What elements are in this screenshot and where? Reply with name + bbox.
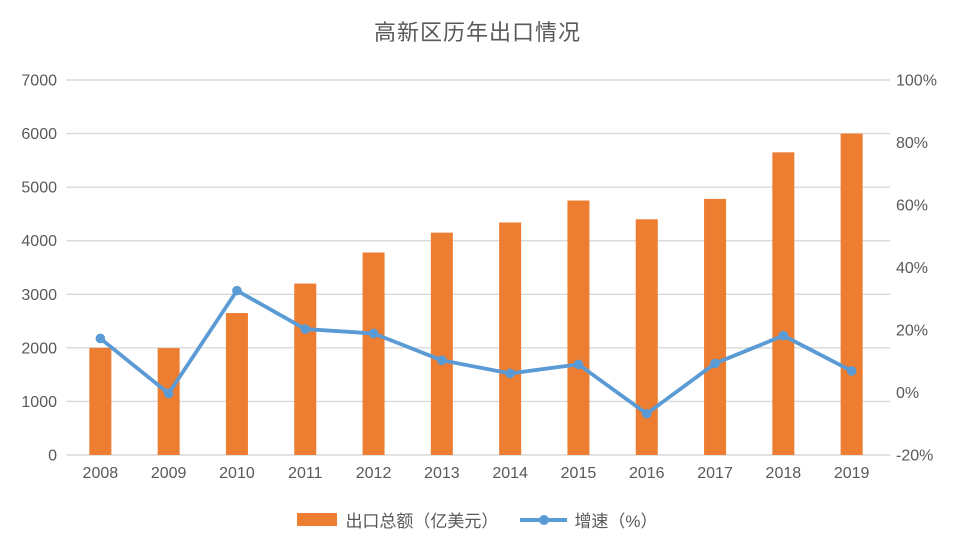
x-axis-tick-label: 2017 <box>697 465 733 482</box>
export-bar <box>635 219 658 455</box>
x-axis-tick-label: 2014 <box>492 465 528 482</box>
x-axis-tick-label: 2018 <box>766 465 802 482</box>
growth-line-marker <box>300 324 311 334</box>
x-axis-tick-label: 2009 <box>151 465 187 482</box>
y-axis-right-tick-label: 80% <box>896 135 928 152</box>
y-axis-right-tick-label: 60% <box>896 198 928 215</box>
y-axis-left-tick-label: 7000 <box>21 73 57 90</box>
x-axis-tick-label: 2010 <box>219 465 255 482</box>
y-axis-right-tick-label: -20% <box>896 448 933 465</box>
export-bar <box>840 133 863 456</box>
export-bar <box>772 152 795 456</box>
x-axis-tick-label: 2015 <box>561 465 597 482</box>
y-axis-right-tick-label: 40% <box>896 260 928 277</box>
legend-label-exports: 出口总额（亿美元） <box>345 512 499 531</box>
growth-line <box>98 288 854 416</box>
growth-line-marker <box>95 333 106 344</box>
legend-swatch-exports <box>297 513 338 526</box>
growth-line-marker <box>778 330 789 341</box>
growth-line-marker <box>163 388 174 399</box>
legend-label-growth: 增速（%） <box>574 512 658 531</box>
y-axis-left-tick-label: 3000 <box>21 287 57 304</box>
growth-line-marker <box>437 355 447 366</box>
growth-line-marker <box>573 359 584 370</box>
x-axis-tick-label: 2011 <box>288 465 323 482</box>
export-bar <box>294 283 317 455</box>
export-bar <box>567 200 590 455</box>
y-axis-right-tick-label: 0% <box>896 385 919 402</box>
y-axis-left-tick-label: 1000 <box>21 394 57 411</box>
export-bar <box>225 313 248 455</box>
export-bar <box>499 222 522 455</box>
y-axis-left-tick-label: 4000 <box>21 233 57 250</box>
export-bar <box>430 232 453 455</box>
x-axis-tick-label: 2013 <box>424 465 460 482</box>
x-axis-tick-label: 2019 <box>834 465 870 482</box>
legend: 出口总额（亿美元） 增速（%） <box>0 507 955 532</box>
y-axis-right-tick-label: 100% <box>896 73 937 90</box>
x-axis-tick-label: 2016 <box>629 465 665 482</box>
export-bar <box>89 347 112 455</box>
y-axis-left-tick-label: 6000 <box>21 126 57 143</box>
y-axis-left-tick-label: 5000 <box>21 180 57 197</box>
growth-line-marker <box>232 285 242 296</box>
export-bar <box>704 198 727 455</box>
legend-line-marker-icon <box>539 514 550 525</box>
growth-line-marker <box>368 328 379 339</box>
growth-line-marker <box>710 358 720 369</box>
export-bar <box>362 252 385 455</box>
growth-line-marker <box>846 366 857 376</box>
y-axis-right-tick-label: 20% <box>896 323 928 340</box>
y-axis-left-tick-label: 2000 <box>21 340 57 357</box>
x-axis-tick-label: 2008 <box>83 465 119 482</box>
y-axis-left-tick-label: 0 <box>48 448 57 465</box>
growth-line-marker <box>505 368 515 379</box>
chart-title: 高新区历年出口情况 <box>373 21 581 46</box>
legend-line-growth <box>520 511 568 529</box>
growth-line-marker <box>641 408 652 419</box>
x-axis-tick-label: 2012 <box>356 465 392 482</box>
export-bar <box>157 348 180 455</box>
